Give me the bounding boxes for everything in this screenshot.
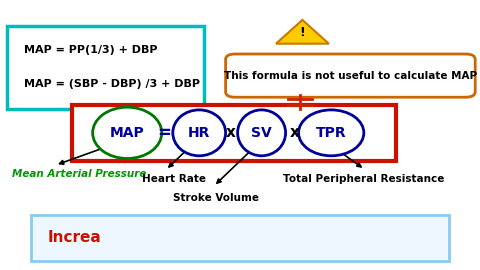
Polygon shape xyxy=(276,20,329,44)
Text: =: = xyxy=(157,124,171,142)
Text: x: x xyxy=(290,125,300,140)
Text: TPR: TPR xyxy=(316,126,347,140)
FancyBboxPatch shape xyxy=(31,215,449,261)
Text: Stroke Volume: Stroke Volume xyxy=(173,193,259,203)
FancyBboxPatch shape xyxy=(7,26,204,109)
Text: Heart Rate: Heart Rate xyxy=(142,174,205,184)
Ellipse shape xyxy=(299,110,364,156)
Ellipse shape xyxy=(173,110,226,156)
Text: HR: HR xyxy=(188,126,210,140)
Text: MAP: MAP xyxy=(110,126,144,140)
Text: Total Peripheral Resistance: Total Peripheral Resistance xyxy=(283,174,444,184)
Text: x: x xyxy=(226,125,236,140)
Text: MAP = (SBP - DBP) /3 + DBP: MAP = (SBP - DBP) /3 + DBP xyxy=(24,79,200,89)
Text: MAP = PP(1/3) + DBP: MAP = PP(1/3) + DBP xyxy=(24,45,157,55)
FancyBboxPatch shape xyxy=(72,105,396,161)
Text: !: ! xyxy=(300,26,305,39)
Text: This formula is not useful to calculate MAP: This formula is not useful to calculate … xyxy=(224,70,477,81)
Text: Mean Arterial Pressure: Mean Arterial Pressure xyxy=(12,169,146,179)
FancyBboxPatch shape xyxy=(226,54,475,97)
Ellipse shape xyxy=(238,110,286,156)
Text: SV: SV xyxy=(251,126,272,140)
Ellipse shape xyxy=(93,107,162,158)
Text: Increa: Increa xyxy=(48,230,102,245)
